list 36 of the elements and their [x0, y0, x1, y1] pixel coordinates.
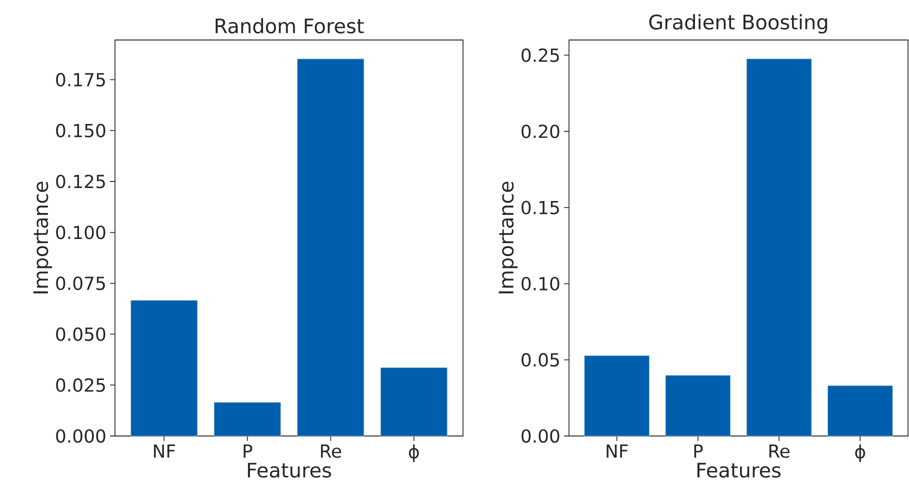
- y-tick-label: 0.00: [522, 429, 560, 443]
- chart-title: Gradient Boosting: [649, 14, 828, 34]
- y-tick-label: 0.05: [522, 353, 559, 367]
- y-tick-label: 0.125: [56, 174, 105, 188]
- x-tick-label: P: [244, 444, 252, 458]
- y-tick-label: 0.075: [56, 276, 105, 290]
- bar: [828, 385, 893, 436]
- y-tick-label: 0.150: [56, 124, 106, 138]
- x-tick-label: ϕ: [855, 444, 866, 462]
- bar: [584, 355, 650, 436]
- bar: [380, 367, 448, 436]
- x-axis-title: Features: [697, 462, 781, 478]
- y-tick-label: 0.20: [522, 124, 560, 138]
- y-tick-label: 0.10: [522, 276, 560, 290]
- x-tick-label: NF: [154, 444, 175, 458]
- y-tick-label: 0.000: [56, 429, 106, 443]
- y-tick-label: 0.15: [522, 200, 559, 214]
- y-tick-label: 0.025: [56, 378, 105, 392]
- x-tick-label: Re: [769, 444, 790, 458]
- y-tick-label: 0.175: [56, 72, 105, 86]
- bar: [214, 402, 281, 436]
- x-tick-label: Re: [321, 444, 342, 458]
- bar: [665, 375, 731, 436]
- y-axis-title: Importance: [33, 182, 52, 294]
- x-tick-label: ϕ: [408, 444, 419, 462]
- x-tick-label: P: [694, 444, 703, 458]
- y-tick-label: 0.25: [522, 48, 559, 62]
- y-tick-label: 0.050: [56, 327, 106, 342]
- chart-title: Random Forest: [216, 18, 364, 34]
- bar: [746, 58, 812, 436]
- bar: [297, 58, 364, 436]
- y-axis-title: Importance: [498, 182, 518, 294]
- x-axis-title: Features: [248, 462, 332, 478]
- bar: [130, 300, 198, 436]
- x-tick-label: NF: [606, 444, 628, 458]
- y-tick-label: 0.100: [56, 226, 106, 240]
